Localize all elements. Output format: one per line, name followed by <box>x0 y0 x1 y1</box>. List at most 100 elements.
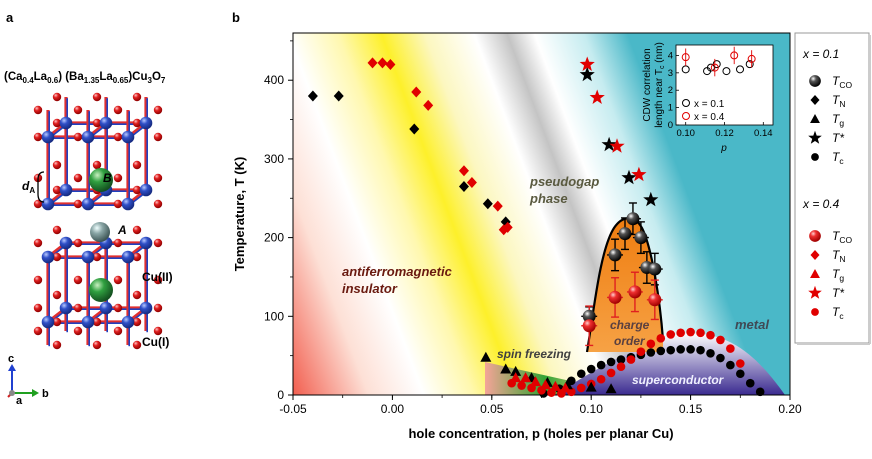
oxygen-atom <box>73 275 83 285</box>
oxygen-atom <box>92 92 102 102</box>
inset-x-tick-label: 0.14 <box>754 128 773 139</box>
y-axis-title: Temperature, T (K) <box>232 157 247 272</box>
oxygen-atom <box>153 199 163 209</box>
data-point-triangle <box>605 383 617 394</box>
oxygen-atom <box>73 326 83 336</box>
oxygen-atom <box>153 132 163 142</box>
oxygen-atom <box>113 199 123 209</box>
data-point-dot <box>716 353 725 363</box>
data-point-triangle <box>480 351 492 362</box>
legend-marker-x04-0 <box>809 230 821 242</box>
a-site-label: A <box>117 223 127 237</box>
oxygen-atom <box>132 340 142 350</box>
panel-a: a (Ca0.4La0.6) (Ba1.35La0.65)Cu3O7 dA B … <box>4 10 173 407</box>
b-site-atom <box>89 168 113 192</box>
data-point-diamond <box>482 198 493 210</box>
data-point-dot <box>636 347 646 357</box>
data-point-diamond <box>367 57 378 69</box>
oxygen-atom <box>33 105 43 115</box>
legend-marker-x01-1 <box>810 95 820 105</box>
oxygen-atom <box>52 118 62 128</box>
data-point-triangle <box>530 376 542 387</box>
data-point-dot <box>736 369 745 379</box>
y-tick-label: 200 <box>264 231 284 245</box>
main-axes: -0.05 0.00 0.05 0.10 0.15 0.20 0 100 200 300 400 <box>264 40 802 416</box>
oxygen-atom <box>52 160 62 170</box>
oxygen-atom <box>113 238 123 248</box>
copper-atom <box>81 315 95 329</box>
legend-marker-x01-2 <box>810 114 820 124</box>
copper-atom <box>81 250 95 264</box>
pseudogap-label-2: phase <box>529 191 568 206</box>
c-axis-head <box>8 364 16 371</box>
inset-data-point <box>736 65 745 74</box>
data-point-sphere <box>648 262 662 276</box>
data-point-triangle <box>539 379 551 390</box>
copper-atom <box>139 301 153 315</box>
oxygen-atom <box>73 132 83 142</box>
data-point-star <box>589 89 605 104</box>
c-axis-label: c <box>8 353 14 365</box>
afm-label-2: insulator <box>342 281 398 296</box>
oxygen-atom <box>132 317 142 327</box>
inset-ylabel-1: CDW correlation <box>642 48 653 121</box>
data-point-dot <box>736 359 745 368</box>
data-point-diamond <box>409 123 420 135</box>
legend-label-x01-1: TN <box>832 93 845 109</box>
inset-legend-marker-x01 <box>682 99 690 107</box>
legend-label-x04-2: Tg <box>832 267 844 283</box>
legend-marker-x04-2 <box>810 269 820 279</box>
copper-atom <box>41 130 55 144</box>
oxygen-atom <box>33 132 43 142</box>
data-point-dot <box>576 369 586 379</box>
oxygen-atom <box>132 160 142 170</box>
axis-origin <box>9 390 15 396</box>
inset-frame <box>675 44 774 126</box>
oxygen-atom <box>52 185 62 195</box>
data-point-diamond <box>411 86 422 98</box>
x-tick-label: 0.00 <box>381 402 405 416</box>
oxygen-atom <box>52 225 62 235</box>
x-tick-label: -0.05 <box>279 402 307 416</box>
oxygen-atom <box>73 173 83 183</box>
inset-x-tick-label: 0.12 <box>715 128 734 139</box>
data-point-diamond <box>385 58 396 70</box>
copper-atom <box>41 315 55 329</box>
oxygen-atom <box>52 92 62 102</box>
data-point-dot <box>666 345 676 355</box>
oxygen-atom <box>113 173 123 183</box>
oxygen-atom <box>132 118 142 128</box>
oxygen-atom <box>52 340 62 350</box>
data-point-dot <box>755 387 765 397</box>
data-point-sphere <box>634 231 648 245</box>
oxygen-atom <box>33 326 43 336</box>
data-point-star <box>621 169 637 185</box>
x-axis-title: hole concentration, p (holes per planar … <box>408 426 673 441</box>
legend-label-x01-0: TCO <box>832 74 852 90</box>
a-site-atom <box>90 222 110 242</box>
legend: x = 0.1 x = 0.4 TCO TN Tg T* Tc TCO TN Tg T* Tc <box>794 32 871 345</box>
data-point-dot <box>745 378 755 388</box>
legend-rows: TCO TN Tg T* Tc TCO TN Tg T* Tc <box>808 74 852 321</box>
copper-atom <box>139 116 153 130</box>
panel-a-label: a <box>6 10 14 25</box>
data-point-sphere <box>626 212 640 226</box>
oxygen-atom <box>52 252 62 262</box>
data-point-dot <box>606 357 616 367</box>
copper-atom <box>121 315 135 329</box>
inset-legend-x04: x = 0.4 <box>694 112 725 123</box>
copper-atom <box>41 197 55 211</box>
data-point-star <box>601 136 617 152</box>
legend-label-x04-4: Tc <box>832 305 844 321</box>
y-tick-label: 0 <box>277 388 284 402</box>
oxygen-atom <box>153 326 163 336</box>
copper-atom <box>139 183 153 197</box>
data-point-dot <box>706 330 715 340</box>
copper-atom <box>59 116 73 130</box>
inset-data-point <box>681 53 690 62</box>
oxygen-atom <box>153 238 163 248</box>
data-point-sphere <box>648 293 662 307</box>
inset-data-point <box>730 51 739 60</box>
a-axis-label: a <box>16 395 23 407</box>
